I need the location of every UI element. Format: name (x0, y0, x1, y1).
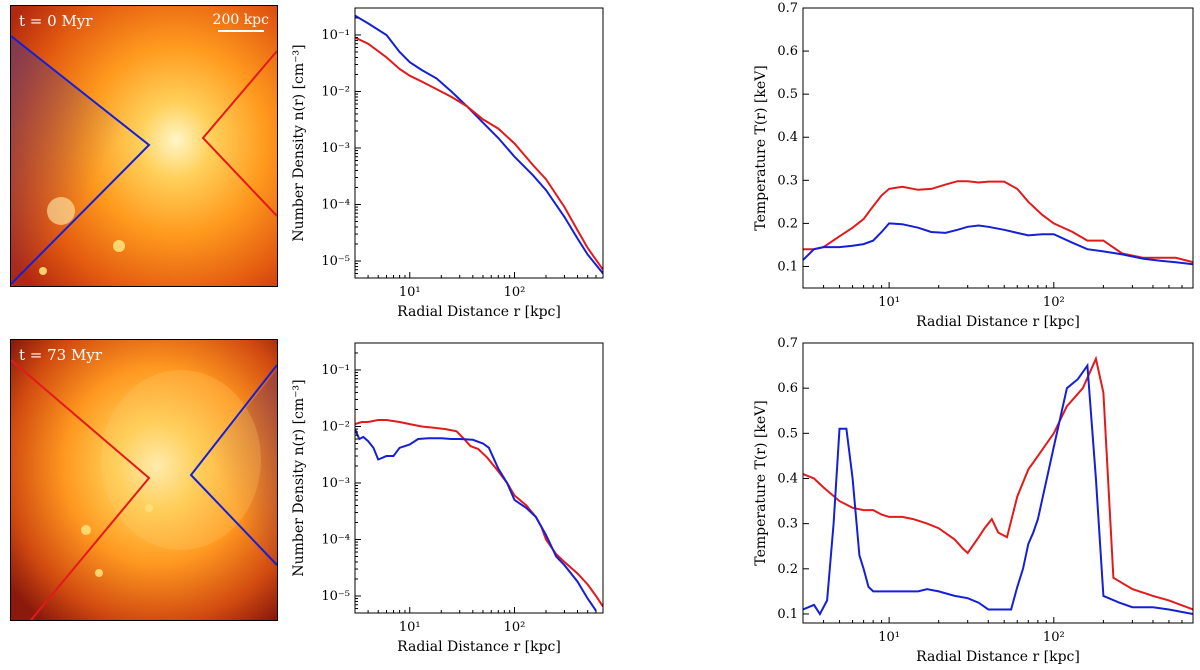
y-tick-label: 0.5 (777, 87, 798, 102)
time-label: t = 0 Myr (19, 12, 93, 30)
y-tick-label: 0.4 (777, 471, 798, 486)
y-tick-label: 0.1 (777, 607, 798, 622)
snapshot-image (11, 340, 277, 620)
scale-bar-line (217, 30, 264, 32)
plot-frame (354, 7, 604, 279)
series-line-blue (803, 362, 1193, 616)
y-axis-label: Temperature T(r) [keV] (753, 65, 769, 230)
y-tick-label: 10⁻² (321, 419, 350, 434)
scale-bar-label: 200 kpc (212, 12, 269, 28)
x-tick-label: 10¹ (878, 295, 900, 310)
y-tick-label: 0.2 (777, 562, 798, 577)
y-tick-label: 0.6 (777, 44, 798, 59)
series-line-blue (803, 222, 1193, 266)
snapshot-image (11, 6, 277, 286)
time-label: t = 73 Myr (19, 346, 102, 364)
temperature-profile-t0: 10¹ 10² 0.1 0.2 0.3 0.4 0.5 0.6 0.7 Radial Distan… (753, 1, 1194, 330)
y-tick-label: 0.2 (777, 216, 798, 231)
y-tick-label: 0.6 (777, 381, 798, 396)
scale-bar: 200 kpc (213, 12, 269, 32)
series-line-red (355, 419, 603, 608)
y-tick-label: 0.5 (777, 426, 798, 441)
series-line-red (803, 355, 1193, 611)
y-tick-label: 10⁻¹ (321, 28, 350, 43)
density-profile-t73: 10¹ 10² 10⁻⁵ 10⁻⁴ 10⁻³ 10⁻² 10⁻¹ Radial Distanc… (291, 342, 604, 655)
x-axis-label: Radial Distance r [kpc] (397, 304, 561, 320)
y-tick-label: 0.4 (777, 130, 798, 145)
y-axis-label: Temperature T(r) [keV] (753, 400, 769, 565)
y-tick-label: 10⁻¹ (321, 363, 350, 378)
plot-frame (802, 342, 1194, 624)
y-tick-label: 10⁻² (321, 84, 350, 99)
series-line-blue (355, 428, 597, 612)
series-line-blue (355, 14, 603, 275)
x-tick-label: 10¹ (878, 630, 900, 645)
y-axis-label: Number Density n(r) [cm⁻³] (291, 379, 307, 576)
x-tick-label: 10² (1043, 295, 1065, 310)
y-tick-label: 10⁻³ (321, 141, 350, 156)
temperature-profile-t73: 10¹ 10² 0.1 0.2 0.3 0.4 0.5 0.6 0.7 Radial Distan… (753, 336, 1194, 665)
x-tick-label: 10² (1043, 630, 1065, 645)
y-tick-label: 0.7 (777, 336, 798, 351)
y-tick-label: 0.3 (777, 517, 798, 532)
y-tick-label: 10⁻⁵ (321, 254, 350, 269)
x-tick-label: 10² (504, 620, 526, 635)
x-axis-label: Radial Distance r [kpc] (916, 649, 1080, 665)
y-tick-label: 0.7 (777, 1, 798, 16)
y-axis-label: Number Density n(r) [cm⁻³] (291, 44, 307, 241)
plot-frame (354, 342, 604, 614)
plot-frame (802, 7, 1194, 289)
density-profile-t0: 10¹ 10² 10⁻⁵ 10⁻⁴ 10⁻³ 10⁻² 10⁻¹ Radial Distanc… (291, 7, 604, 320)
y-tick-label: 0.3 (777, 173, 798, 188)
y-tick-label: 10⁻⁴ (321, 532, 350, 547)
snapshot-t73: t = 73 Myr (10, 339, 278, 621)
y-tick-label: 10⁻⁵ (321, 589, 350, 604)
y-tick-label: 0.1 (777, 259, 798, 274)
series-line-red (355, 36, 603, 271)
x-tick-label: 10¹ (399, 285, 421, 300)
y-tick-label: 10⁻⁴ (321, 197, 350, 212)
x-tick-label: 10¹ (399, 620, 421, 635)
y-tick-label: 10⁻³ (321, 476, 350, 491)
x-axis-label: Radial Distance r [kpc] (916, 314, 1080, 330)
x-tick-label: 10² (504, 285, 526, 300)
snapshot-t0: t = 0 Myr 200 kpc (10, 5, 278, 287)
x-axis-label: Radial Distance r [kpc] (397, 639, 561, 655)
series-line-red (803, 180, 1193, 264)
